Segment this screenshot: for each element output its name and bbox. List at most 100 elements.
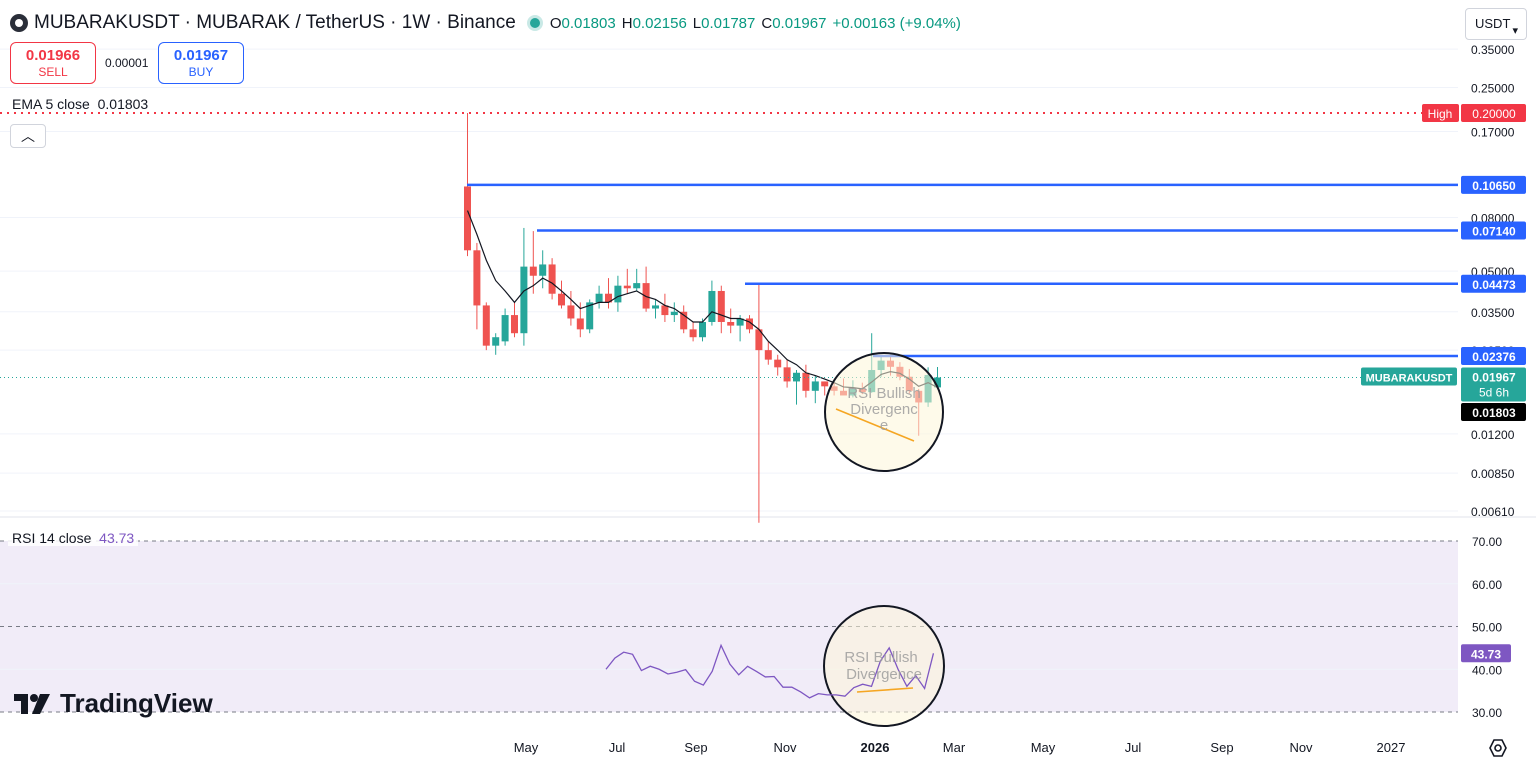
candle-body	[764, 350, 772, 360]
collapse-legend-button[interactable]: ︿	[10, 124, 46, 148]
candle-body	[576, 318, 584, 330]
candle-body	[520, 266, 528, 334]
rsi-divergence-line	[856, 687, 914, 693]
symbol-tag-label: MUBARAKUSDT	[1366, 372, 1453, 384]
candle-body	[511, 315, 518, 334]
time-axis-label: 2027	[1377, 740, 1406, 755]
ema-legend-name: EMA 5 close	[12, 96, 90, 112]
sell-button[interactable]: 0.01966 SELL	[10, 42, 96, 84]
level-tag-label: 0.07140	[1472, 224, 1516, 238]
sell-label: SELL	[38, 65, 68, 79]
buy-price: 0.01967	[173, 47, 229, 64]
time-axis-label: Sep	[1210, 740, 1233, 755]
rsi-legend[interactable]: RSI 14 close 43.73	[8, 530, 139, 546]
candle-body	[727, 321, 735, 326]
level-tag-bg	[1461, 346, 1526, 365]
candle-body	[558, 293, 565, 306]
candle-body	[699, 321, 706, 338]
rsi-axis-label: 60.00	[1472, 578, 1502, 592]
candle-body	[652, 305, 659, 309]
candle-body	[755, 329, 763, 351]
candle-body	[670, 311, 678, 316]
candle-body	[717, 290, 725, 322]
ema-tag-bg	[1461, 403, 1526, 421]
ohlc-values: O0.01803 H0.02156 L0.01787 C0.01967 +0.0…	[550, 15, 961, 32]
candle-body	[529, 266, 537, 276]
buy-label: BUY	[188, 65, 214, 79]
tradingview-logo-icon	[14, 693, 50, 714]
candle-body	[548, 264, 556, 294]
brand-name: TradingView	[60, 688, 213, 718]
level-tag-bg	[1461, 221, 1526, 240]
level-tag-label: 0.04473	[1472, 278, 1516, 292]
time-axis-label: Jul	[609, 740, 626, 755]
rsi-axis-label: 30.00	[1472, 706, 1502, 720]
candle-body	[774, 359, 782, 368]
ohlc-high-value: 0.02156	[632, 14, 687, 32]
rsi-line	[605, 643, 935, 699]
rsi-value-tag-bg	[1461, 644, 1511, 663]
candle-body	[689, 329, 697, 338]
time-axis-label: May	[514, 740, 539, 755]
high-axis-tag-bg	[1461, 104, 1526, 122]
symbol-title[interactable]: MUBARAKUSDT · MUBARAK / TetherUS · 1W · …	[34, 12, 516, 33]
rsi-value-tag-label: 43.73	[1471, 647, 1501, 661]
ohlc-low-key: L	[692, 14, 702, 32]
candle-body	[708, 290, 716, 322]
candle-body	[501, 315, 509, 342]
level-tag-bg	[1461, 175, 1526, 194]
candle-body	[802, 372, 810, 391]
divergence-circle-rsi	[823, 605, 945, 727]
candle-body	[482, 305, 490, 346]
buy-button[interactable]: 0.01967 BUY	[158, 42, 244, 84]
ohlc-open-key: O	[549, 14, 562, 32]
settings-icon[interactable]	[1488, 738, 1508, 758]
time-axis-label: Mar	[943, 740, 966, 755]
symbol-tag-bg	[1361, 367, 1457, 386]
candle-body	[811, 381, 819, 391]
candle-body	[736, 318, 744, 326]
ohlc-open-value: 0.01803	[561, 14, 616, 32]
candle-body	[661, 305, 669, 316]
ema-legend[interactable]: EMA 5 close 0.01803	[12, 96, 148, 112]
price-axis-label: 0.00610	[1471, 505, 1515, 519]
rsi-axis-label: 50.00	[1472, 621, 1502, 635]
rsi-divergence-label: RSI Bullish Divergence	[844, 649, 922, 683]
rsi-legend-value: 43.73	[99, 530, 135, 546]
ema-tag-label: 0.01803	[1472, 406, 1516, 420]
rsi-axis-label: 40.00	[1472, 663, 1502, 677]
level-tag-label: 0.02376	[1472, 350, 1516, 364]
high-tag-bg	[1422, 104, 1459, 122]
symbol-logo-icon	[10, 14, 28, 32]
tradingview-logo[interactable]: TradingView	[14, 688, 213, 719]
level-tag-bg	[1461, 274, 1526, 293]
symbol-header: MUBARAKUSDT · MUBARAK / TetherUS · 1W · …	[10, 10, 961, 36]
currency-selector[interactable]: USDT ▾	[1465, 8, 1527, 40]
chevron-up-icon: ︿	[21, 128, 35, 144]
time-axis-label: May	[1031, 740, 1056, 755]
time-axis-label: Jul	[1125, 740, 1142, 755]
candle-body	[623, 285, 631, 289]
candle-body	[783, 367, 791, 382]
time-axis-label: Nov	[773, 740, 797, 755]
ohlc-change: +0.00163 (+9.04%)	[832, 14, 961, 32]
rsi-axis-label: 70.00	[1472, 535, 1502, 549]
market-open-status-icon	[529, 18, 540, 28]
candle-body	[821, 381, 829, 387]
ema-legend-value: 0.01803	[97, 96, 149, 112]
candle-body	[595, 293, 603, 303]
price-divergence-label: RSI Bullish Divergenc e	[847, 385, 920, 434]
price-axis-label: 0.17000	[1471, 126, 1515, 140]
ohlc-low-value: 0.01787	[701, 14, 756, 32]
ohlc-close-key: C	[761, 14, 773, 32]
price-axis-label: 0.25000	[1471, 82, 1515, 96]
price-axis-label: 0.03500	[1471, 306, 1515, 320]
price-divergence-line	[835, 408, 915, 442]
last-price-tag-value: 0.01967	[1472, 370, 1516, 384]
candle-body	[605, 293, 612, 303]
candle-body	[464, 186, 471, 251]
time-axis-label: 2026	[861, 740, 890, 755]
candle-body	[746, 318, 753, 330]
candle-body	[473, 250, 481, 306]
